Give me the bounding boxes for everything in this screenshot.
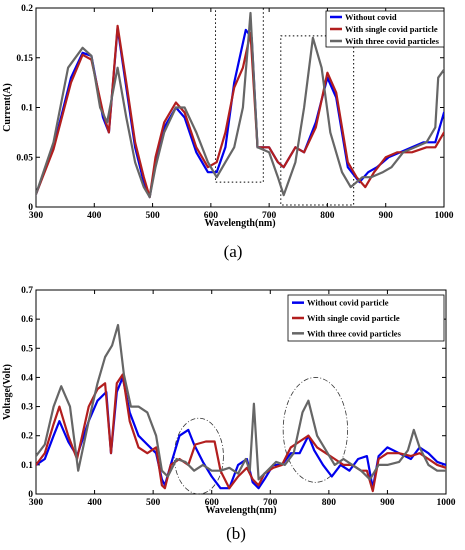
highlight-box <box>280 35 355 206</box>
x-axis-label: Wavelength(nm) <box>204 218 275 229</box>
chart-panel-b: 300 400 500 600 700 800 900 1000 0 0.1 0.2 0.3 0.4 0.… <box>2 286 456 516</box>
legend-label: With single covid particle <box>345 24 438 34</box>
legend-label: Without covid <box>345 12 397 22</box>
x-tick-label: 1000 <box>437 498 456 508</box>
x-tick-label: 1000 <box>435 211 454 221</box>
x-tick-label: 500 <box>146 498 161 508</box>
series-line <box>36 11 444 199</box>
x-tick-label: 600 <box>205 498 220 508</box>
legend-label: With single covid particle <box>307 313 400 323</box>
legend-label: With three covid particles <box>307 328 402 338</box>
x-tick-label: 300 <box>29 498 44 508</box>
plot-frame <box>35 289 447 495</box>
x-tick-label: 400 <box>87 498 102 508</box>
x-tick-label: 600 <box>204 211 219 221</box>
y-tick-label: 0.7 <box>21 286 33 296</box>
highlight-box <box>215 7 264 183</box>
y-tick-label: 0.15 <box>16 54 33 64</box>
legend-label: Without covid particle <box>307 298 389 308</box>
x-tick-label: 700 <box>263 498 278 508</box>
y-axis-label: Voltage(Volt) <box>2 364 13 420</box>
x-tick-label: 800 <box>322 498 337 508</box>
highlight-ellipse <box>282 377 348 483</box>
highlight-ellipse <box>173 417 224 495</box>
x-tick-label: 900 <box>380 498 395 508</box>
y-tick-label: 0.6 <box>21 315 33 325</box>
x-tick-label: 500 <box>145 211 160 221</box>
x-tick-label: 400 <box>87 211 102 221</box>
x-axis-label: Wavelength(nm) <box>205 505 276 516</box>
x-tick-label: 800 <box>320 211 335 221</box>
legend-box <box>325 10 445 48</box>
y-axis-label: Current(A) <box>2 83 13 132</box>
y-tick-label: 0.3 <box>21 403 33 413</box>
series-line <box>36 24 444 199</box>
y-tick-label: 0 <box>28 490 33 500</box>
series-line <box>36 373 446 493</box>
legend-box <box>287 294 445 342</box>
x-tick-label: 700 <box>262 211 277 221</box>
y-tick-label: 0.1 <box>21 461 33 471</box>
x-tick-label: 900 <box>379 211 394 221</box>
y-tick-label: 0.4 <box>21 373 33 383</box>
x-tick-label: 300 <box>29 211 44 221</box>
panel-label-a: (a) <box>224 242 243 261</box>
y-tick-label: 0.1 <box>21 104 33 114</box>
y-tick-label: 0.05 <box>16 153 33 163</box>
y-tick-label: 0.5 <box>21 344 33 354</box>
legend-label: With three covid particles <box>345 36 440 46</box>
y-tick-label: 0.2 <box>21 4 33 14</box>
series-line <box>36 323 446 481</box>
panel-label-b: (b) <box>226 524 246 543</box>
series-line <box>36 376 446 490</box>
y-tick-label: 0 <box>28 203 33 213</box>
y-tick-label: 0.2 <box>21 432 33 442</box>
chart-panel-a: 300 400 500 600 700 800 900 1000 0 0.05 0.1 0.15 0.2… <box>2 4 454 229</box>
